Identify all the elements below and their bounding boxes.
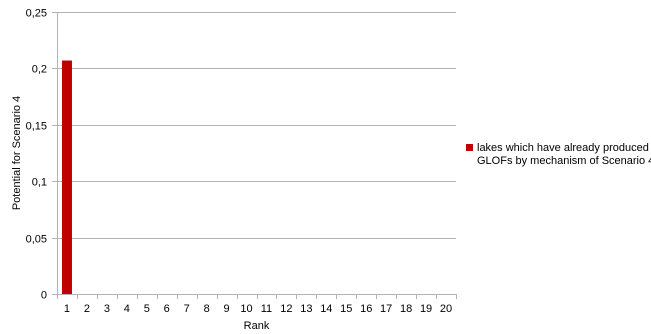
- y-tick-label: 0,1: [32, 177, 47, 189]
- legend: lakes which have already produced GLOFs …: [466, 142, 651, 167]
- y-tick-label: 0,15: [26, 121, 47, 133]
- x-tick-label: 5: [144, 303, 150, 315]
- x-tick-label: 2: [84, 303, 90, 315]
- x-tick-label: 9: [224, 303, 230, 315]
- bars: [61, 60, 72, 295]
- x-tick-label: 20: [440, 303, 452, 315]
- x-tick-label: 7: [184, 303, 190, 315]
- x-axis-title: Rank: [244, 320, 270, 332]
- y-tick-label: 0,25: [26, 8, 47, 20]
- x-tick-label: 15: [340, 303, 352, 315]
- axes: [57, 12, 456, 299]
- x-tick-label: 10: [240, 303, 252, 315]
- gridlines: [57, 12, 456, 239]
- x-tick-label: 17: [380, 303, 392, 315]
- y-tick-labels: 0 0,05 0,1 0,15 0,2 0,25: [26, 8, 57, 302]
- x-tick-label: 14: [320, 303, 332, 315]
- x-tick-label: 4: [124, 303, 130, 315]
- x-tick-label: 19: [420, 303, 432, 315]
- x-tick-labels: 1 2 3 4 5 6 7 8 9 10 11 12 13 14 15 16 17 18 19 20: [57, 294, 457, 315]
- x-tick-label: 16: [360, 303, 372, 315]
- y-tick-label: 0,2: [32, 64, 47, 76]
- x-tick-label: 11: [261, 303, 272, 315]
- x-tick-label: 3: [104, 303, 110, 315]
- legend-label-line-2: GLOFs by mechanism of Scenario 4: [477, 155, 651, 167]
- bar: [61, 60, 72, 295]
- x-tick-label: 13: [300, 303, 312, 315]
- x-tick-label: 8: [204, 303, 210, 315]
- legend-swatch: [466, 144, 473, 151]
- x-tick-label: 18: [400, 303, 412, 315]
- x-tick-label: 12: [280, 303, 292, 315]
- y-tick-label: 0,05: [26, 234, 47, 246]
- legend-label-line-1: lakes which have already produced: [477, 142, 649, 154]
- y-axis-title: Potential for Scenario 4: [11, 96, 23, 210]
- y-tick-label: 0: [41, 290, 47, 302]
- x-tick-label: 1: [64, 303, 70, 315]
- x-tick-label: 6: [164, 303, 170, 315]
